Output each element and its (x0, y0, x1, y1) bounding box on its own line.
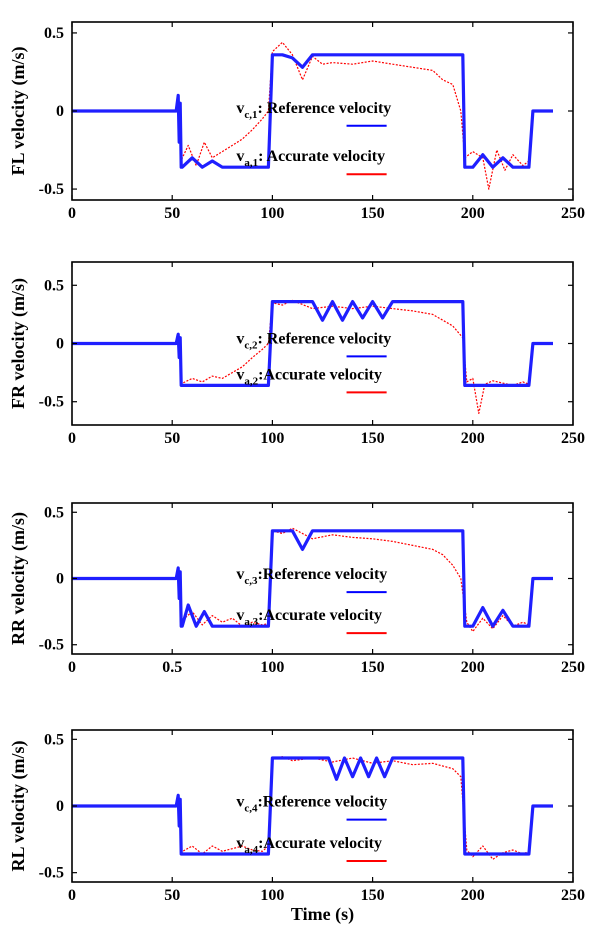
panel-4-y-axis-label: RL velocity (m/s) (8, 741, 29, 872)
panel-3-x-tick-label: 100 (260, 659, 284, 676)
panel-3-x-tick-label: 200 (461, 659, 485, 676)
panel-4-x-tick-label: 250 (561, 887, 585, 904)
panel-3-x-tick-label: 0 (68, 659, 76, 676)
panel-4-x-tick-label: 200 (461, 887, 485, 904)
panel-3-y-axis-label: RR velocity (m/s) (8, 512, 29, 645)
panel-3-x-tick-label: 0.5 (162, 659, 182, 676)
panel-2-accurate-line (179, 299, 530, 414)
panel-1-accurate-line (179, 41, 530, 190)
panel-2-y-axis-label: FR velocity (m/s) (8, 278, 29, 409)
panel-4-x-axis-label: Time (s) (291, 904, 354, 925)
panel-2-y-tick-label: -0.5 (39, 394, 64, 411)
panel-2-x-tick-label: 200 (461, 430, 485, 447)
panel-2-legend-entry: va,2:Accurate velocity (236, 366, 382, 387)
panel-3-x-tick-label: 250 (561, 659, 585, 676)
panel-4-x-tick-label: 100 (260, 887, 284, 904)
panel-1-y-tick-label: 0.5 (44, 25, 64, 42)
panel-4-y-tick-label: 0 (56, 798, 64, 815)
panel-2-x-tick-label: 100 (260, 430, 284, 447)
panel-1-x-tick-label: 50 (164, 205, 180, 222)
panel-2-x-tick-label: 150 (361, 430, 385, 447)
panel-4-legend-entry: vc,4:Reference velocity (236, 794, 387, 815)
panel-2-x-tick-label: 50 (164, 430, 180, 447)
panel-1-x-tick-label: 100 (260, 205, 284, 222)
panel-4-reference-line (72, 756, 553, 856)
panel-1-y-tick-label: -0.5 (39, 181, 64, 198)
panel-4-y-tick-label: -0.5 (39, 865, 64, 882)
panel-1-x-tick-label: 200 (461, 205, 485, 222)
panel-4-accurate-line (179, 756, 530, 860)
panel-2-legend-entry: vc,2: Reference velocity (236, 330, 391, 351)
panel-1-legend-entry: va,1: Accurate velocity (236, 148, 385, 169)
panel-1-y-tick-label: 0 (56, 103, 64, 120)
panel-3-y-tick-label: -0.5 (39, 637, 64, 654)
panel-4-x-tick-label: 0 (68, 887, 76, 904)
panel-2-x-tick-label: 250 (561, 430, 585, 447)
panel-1-legend-entry: vc,1: Reference velocity (236, 100, 391, 121)
panel-2-y-tick-label: 0.5 (44, 277, 64, 294)
panel-3-reference-line (72, 529, 553, 628)
panel-1-y-axis-label: FL velocity (m/s) (8, 47, 29, 176)
panel-3-legend-entry: vc,3:Reference velocity (236, 566, 387, 587)
panel-3-y-tick-label: 0 (56, 571, 64, 588)
panel-1-x-tick-label: 0 (68, 205, 76, 222)
panel-4-x-tick-label: 150 (361, 887, 385, 904)
panel-3-x-tick-label: 150 (361, 659, 385, 676)
panel-1-x-tick-label: 250 (561, 205, 585, 222)
panel-4-x-tick-label: 50 (164, 887, 180, 904)
panel-2-reference-line (72, 300, 553, 387)
panel-3-y-tick-label: 0.5 (44, 504, 64, 521)
panel-1-reference-line (72, 53, 553, 169)
panel-3-accurate-line (179, 527, 530, 633)
panel-2-x-tick-label: 0 (68, 430, 76, 447)
panel-4-legend-entry: va,4:Accurate velocity (236, 835, 382, 856)
panel-2-y-tick-label: 0 (56, 336, 64, 353)
panel-1-x-tick-label: 150 (361, 205, 385, 222)
panel-4-y-tick-label: 0.5 (44, 731, 64, 748)
panel-3-legend-entry: va,3:Accurate velocity (236, 607, 382, 628)
